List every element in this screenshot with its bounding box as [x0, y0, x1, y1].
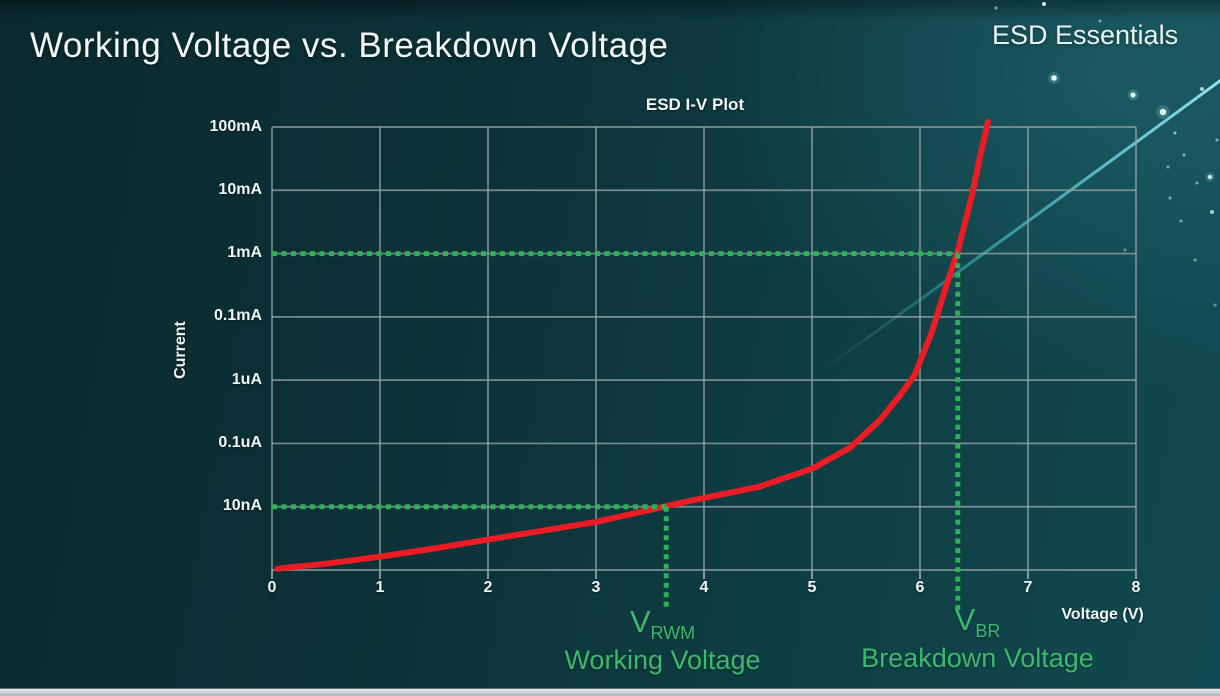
x-tick-label: 8: [1131, 579, 1141, 596]
vbr-caption: Breakdown Voltage: [861, 643, 1094, 673]
sparkle-dot: [1168, 196, 1172, 200]
y-tick-label: 100mA: [209, 118, 262, 135]
x-tick-label: 6: [915, 579, 925, 596]
y-tick-label: 1mA: [227, 244, 262, 261]
vrwm-symbol: VRWM: [629, 604, 696, 644]
vrwm-caption: Working Voltage: [564, 645, 761, 675]
slide-title: Working Voltage vs. Breakdown Voltage: [30, 26, 669, 65]
x-tick-label: 2: [483, 579, 493, 596]
y-tick-label: 1uA: [231, 371, 262, 388]
x-tick-label: 1: [375, 579, 385, 596]
sparkle-dot: [1207, 174, 1213, 180]
x-tick-label: 4: [699, 579, 709, 596]
sparkle-dot: [1042, 2, 1046, 6]
brand-watermark: ESD Essentials: [992, 20, 1179, 50]
y-tick-label: 10nA: [222, 497, 262, 514]
sparkle-dot: [1179, 219, 1183, 223]
sparkle-dot: [1193, 258, 1197, 262]
vrwm-annotation: VRWM Working Voltage: [545, 604, 780, 676]
sparkle-dot: [1098, 19, 1102, 23]
sparkle-dot: [1173, 131, 1177, 135]
sparkle-dot: [1213, 303, 1217, 307]
x-tick-label: 5: [807, 579, 817, 596]
iv-curve: [274, 118, 991, 572]
x-axis-title: Voltage (V): [1061, 606, 1144, 623]
x-tick-label: 0: [267, 579, 277, 596]
annotation-dotted-lines: [272, 251, 961, 610]
sparkle-dot: [1130, 92, 1136, 98]
sparkle-dot: [1123, 248, 1127, 252]
y-tick-label: 10mA: [218, 181, 262, 198]
sparkle-dot: [1195, 181, 1199, 185]
x-tick-label: 7: [1023, 579, 1033, 596]
vbr-annotation: VBR Breakdown Voltage: [825, 602, 1130, 674]
sparkle-dot: [1182, 153, 1186, 157]
sparkle-dot: [1051, 75, 1057, 81]
sparkle-dot: [1210, 210, 1214, 214]
x-tick-label: 3: [591, 579, 601, 596]
sparkle-dot: [1200, 87, 1204, 91]
chart-title: ESD I-V Plot: [645, 95, 745, 114]
sparkle-dot: [1159, 108, 1167, 116]
y-axis-title: Current: [172, 321, 189, 379]
sparkle-dot: [994, 6, 998, 10]
sparkle-dot: [1215, 138, 1219, 142]
sparkle-dot: [1148, 43, 1152, 47]
vbr-symbol: VBR: [954, 602, 1001, 642]
sparkle-dots: [994, 2, 1219, 307]
y-tick-label: 0.1uA: [218, 434, 262, 451]
x-axis-ticks: [271, 570, 1137, 579]
sparkle-dot: [1166, 165, 1170, 169]
swoosh-line: [818, 78, 1220, 374]
bottom-edge-strip: [0, 688, 1220, 696]
grid-lines: [271, 126, 1137, 571]
y-tick-label: 0.1mA: [213, 307, 262, 324]
